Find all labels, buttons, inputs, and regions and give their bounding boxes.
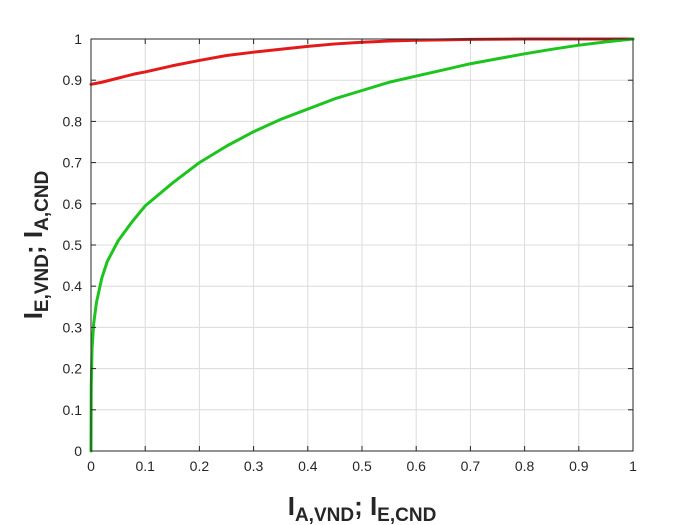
y-tick-label: 0 bbox=[74, 443, 82, 459]
x-axis-title-sub2: E,CND bbox=[377, 505, 436, 525]
x-tick-label: 0.8 bbox=[515, 458, 535, 474]
y-tick-label: 1 bbox=[74, 31, 82, 47]
y-tick-label: 0.2 bbox=[63, 361, 83, 377]
x-axis-title-main: I bbox=[288, 491, 295, 521]
x-tick-label: 0.5 bbox=[352, 458, 372, 474]
y-axis-title: IE,VND; IA,CND bbox=[18, 171, 53, 320]
x-tick-label: 1 bbox=[629, 458, 637, 474]
y-axis-title-sub1: E,VND bbox=[32, 254, 53, 312]
x-axis-title: IA,VND; IE,CND bbox=[288, 491, 437, 525]
y-tick-label: 0.3 bbox=[63, 319, 83, 335]
y-tick-label: 0.9 bbox=[63, 72, 83, 88]
x-axis-title-sub1: A,VND bbox=[295, 505, 354, 525]
axis-ticks: 0 0.1 0.2 0.3 0.4 0.5 0.6 0.7 0.8 0.9 1 0 0.1 0.2 0.3 0… bbox=[63, 31, 638, 474]
x-tick-label: 0 bbox=[87, 458, 95, 474]
y-axis-title-sub2: A,CND bbox=[32, 171, 53, 231]
y-tick-label: 0.8 bbox=[63, 113, 83, 129]
x-tick-label: 0.9 bbox=[569, 458, 589, 474]
x-tick-label: 0.7 bbox=[461, 458, 481, 474]
x-tick-label: 0.3 bbox=[244, 458, 264, 474]
y-tick-label: 0.4 bbox=[63, 278, 83, 294]
series-line-2 bbox=[89, 37, 635, 453]
x-tick-label: 0.4 bbox=[298, 458, 318, 474]
x-tick-label: 0.2 bbox=[190, 458, 210, 474]
y-tick-label: 0.7 bbox=[63, 155, 83, 171]
x-tick-label: 0.6 bbox=[406, 458, 426, 474]
y-axis-title-sep: ; I bbox=[18, 231, 48, 254]
y-tick-label: 0.5 bbox=[63, 237, 83, 253]
y-tick-label: 0.6 bbox=[63, 196, 83, 212]
x-tick-label: 0.1 bbox=[135, 458, 155, 474]
grid-lines bbox=[91, 39, 633, 451]
y-axis-title-main: I bbox=[18, 312, 48, 319]
y-tick-label: 0.1 bbox=[63, 402, 83, 418]
x-axis-title-sep: ; I bbox=[354, 491, 377, 521]
